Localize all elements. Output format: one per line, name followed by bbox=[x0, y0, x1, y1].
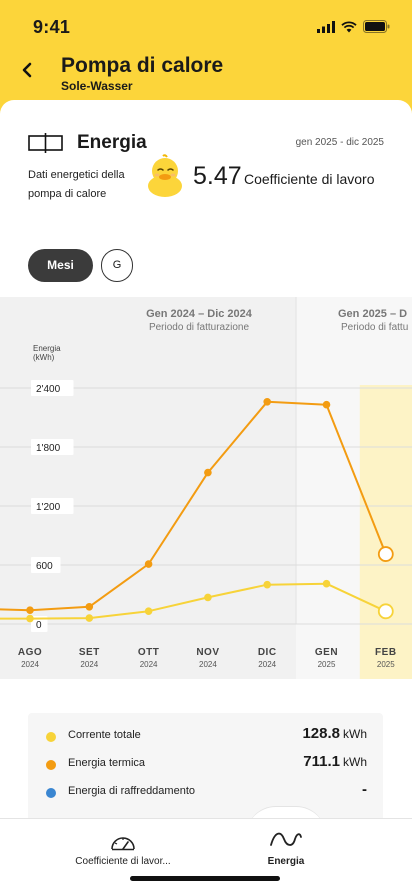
y-tick-label: 0 bbox=[36, 620, 42, 631]
legend-label: Energia termica bbox=[68, 757, 146, 769]
back-button[interactable] bbox=[20, 60, 38, 80]
legend-value: - bbox=[362, 781, 367, 798]
card-title: Energia bbox=[77, 132, 147, 153]
y-tick-label-background bbox=[31, 439, 74, 455]
data-point-selected bbox=[377, 546, 394, 562]
nav-label: Energia bbox=[267, 856, 305, 867]
x-tick-label: AGO bbox=[18, 647, 42, 658]
data-point-selected bbox=[377, 603, 394, 620]
legend-item-thermal-energy: Energia termica 711.1 kWh bbox=[28, 750, 383, 778]
highlighted-month-column bbox=[359, 385, 412, 679]
status-bar: 9:41 bbox=[0, 0, 412, 50]
y-tick-label-background bbox=[31, 498, 74, 514]
wifi-icon bbox=[341, 20, 357, 32]
data-point bbox=[322, 400, 331, 409]
legend-dot bbox=[46, 788, 56, 798]
chevron-left-icon bbox=[22, 62, 32, 78]
billing-period-subtitle: Periodo di fatturazione bbox=[149, 322, 250, 333]
x-tick-year-label: 2024 bbox=[258, 660, 276, 669]
nav-label: Coefficiente di lavor... bbox=[75, 856, 171, 867]
data-point bbox=[26, 614, 34, 623]
page-subtitle: Sole-Wasser bbox=[61, 79, 133, 93]
signal-icon bbox=[317, 20, 335, 33]
billing-period-title: Gen 2025 – D bbox=[338, 308, 407, 320]
card-description: Dati energetici della pompa di calore bbox=[28, 169, 125, 200]
x-tick-year-label: 2024 bbox=[199, 660, 217, 669]
energy-sheet: Energia gen 2025 - dic 2025 Dati energet… bbox=[0, 100, 412, 890]
data-point bbox=[85, 614, 94, 622]
x-tick-year-label: 2025 bbox=[318, 660, 336, 669]
legend-item-total-current: Corrente totale 128.8 kWh bbox=[28, 722, 383, 750]
legend-label: Energia di raffreddamento bbox=[68, 785, 195, 797]
billing-period-background bbox=[0, 297, 296, 679]
billing-period-title: Gen 2024 – Dic 2024 bbox=[146, 308, 253, 320]
nav-item-cop[interactable]: Coefficiente di lavor... bbox=[66, 833, 180, 867]
home-indicator bbox=[130, 876, 280, 881]
x-tick-label: OTT bbox=[138, 647, 160, 658]
data-point bbox=[26, 606, 34, 615]
y-axis-label: (kWh) bbox=[33, 353, 55, 362]
y-tick-label: 1'800 bbox=[36, 443, 61, 454]
toggle-days[interactable]: G bbox=[101, 249, 133, 282]
data-point bbox=[144, 607, 153, 616]
gauge-icon bbox=[111, 837, 135, 851]
heat-pump-icon bbox=[28, 133, 64, 158]
status-time: 9:41 bbox=[33, 17, 71, 37]
legend-label: Corrente totale bbox=[68, 729, 141, 741]
period-label: gen 2025 - dic 2025 bbox=[295, 137, 384, 148]
data-point bbox=[204, 468, 212, 477]
x-tick-label: NOV bbox=[196, 647, 219, 658]
energy-chart[interactable]: Gen 2024 – Dic 2024 Periodo di fatturazio… bbox=[0, 297, 412, 679]
duck-mascot-icon bbox=[146, 154, 184, 203]
x-tick-year-label: 2024 bbox=[80, 660, 98, 669]
page-title: Pompa di calore bbox=[61, 54, 224, 77]
energy-chart-svg: Gen 2024 – Dic 2024 Periodo di fatturazio… bbox=[0, 297, 412, 679]
series-line bbox=[0, 582, 387, 620]
status-icons bbox=[317, 20, 390, 33]
cop-value: 5.47 bbox=[193, 162, 242, 190]
x-tick-label: GEN bbox=[315, 647, 338, 658]
x-tick-year-label: 2024 bbox=[21, 660, 39, 669]
legend-item-cooling-energy: Energia di raffreddamento - bbox=[28, 778, 383, 806]
x-tick-year-label: 2025 bbox=[377, 660, 395, 669]
data-point bbox=[322, 579, 331, 588]
x-tick-label: SET bbox=[79, 647, 100, 658]
legend: Corrente totale 128.8 kWh Energia termica… bbox=[28, 713, 383, 823]
y-tick-label-background bbox=[31, 557, 61, 573]
legend-value: 711.1 kWh bbox=[303, 753, 367, 770]
y-tick-label: 600 bbox=[36, 561, 53, 572]
billing-period-subtitle: Periodo di fattu bbox=[341, 322, 408, 333]
y-axis-label: Energia bbox=[33, 344, 61, 353]
series-line bbox=[0, 400, 387, 612]
y-tick-label: 2'400 bbox=[36, 384, 61, 395]
legend-dot bbox=[46, 732, 56, 742]
legend-dot bbox=[46, 760, 56, 770]
nav-item-energy[interactable]: Energia bbox=[252, 829, 320, 867]
battery-icon bbox=[363, 20, 390, 33]
legend-value: 128.8 kWh bbox=[302, 725, 367, 742]
x-tick-year-label: 2024 bbox=[140, 660, 158, 669]
cop-label: Coefficiente di lavoro bbox=[244, 171, 375, 187]
x-tick-label: FEB bbox=[375, 647, 397, 658]
data-point bbox=[263, 580, 272, 589]
y-tick-label: 1'200 bbox=[36, 502, 61, 513]
data-point bbox=[85, 602, 94, 611]
x-tick-label: DIC bbox=[258, 647, 277, 658]
energy-wave-icon bbox=[270, 832, 302, 846]
data-point bbox=[263, 397, 272, 406]
y-tick-label-background bbox=[31, 616, 48, 632]
data-point bbox=[144, 560, 153, 568]
toggle-months[interactable]: Mesi bbox=[28, 249, 93, 282]
y-tick-label-background bbox=[31, 380, 74, 396]
data-point bbox=[204, 593, 212, 602]
